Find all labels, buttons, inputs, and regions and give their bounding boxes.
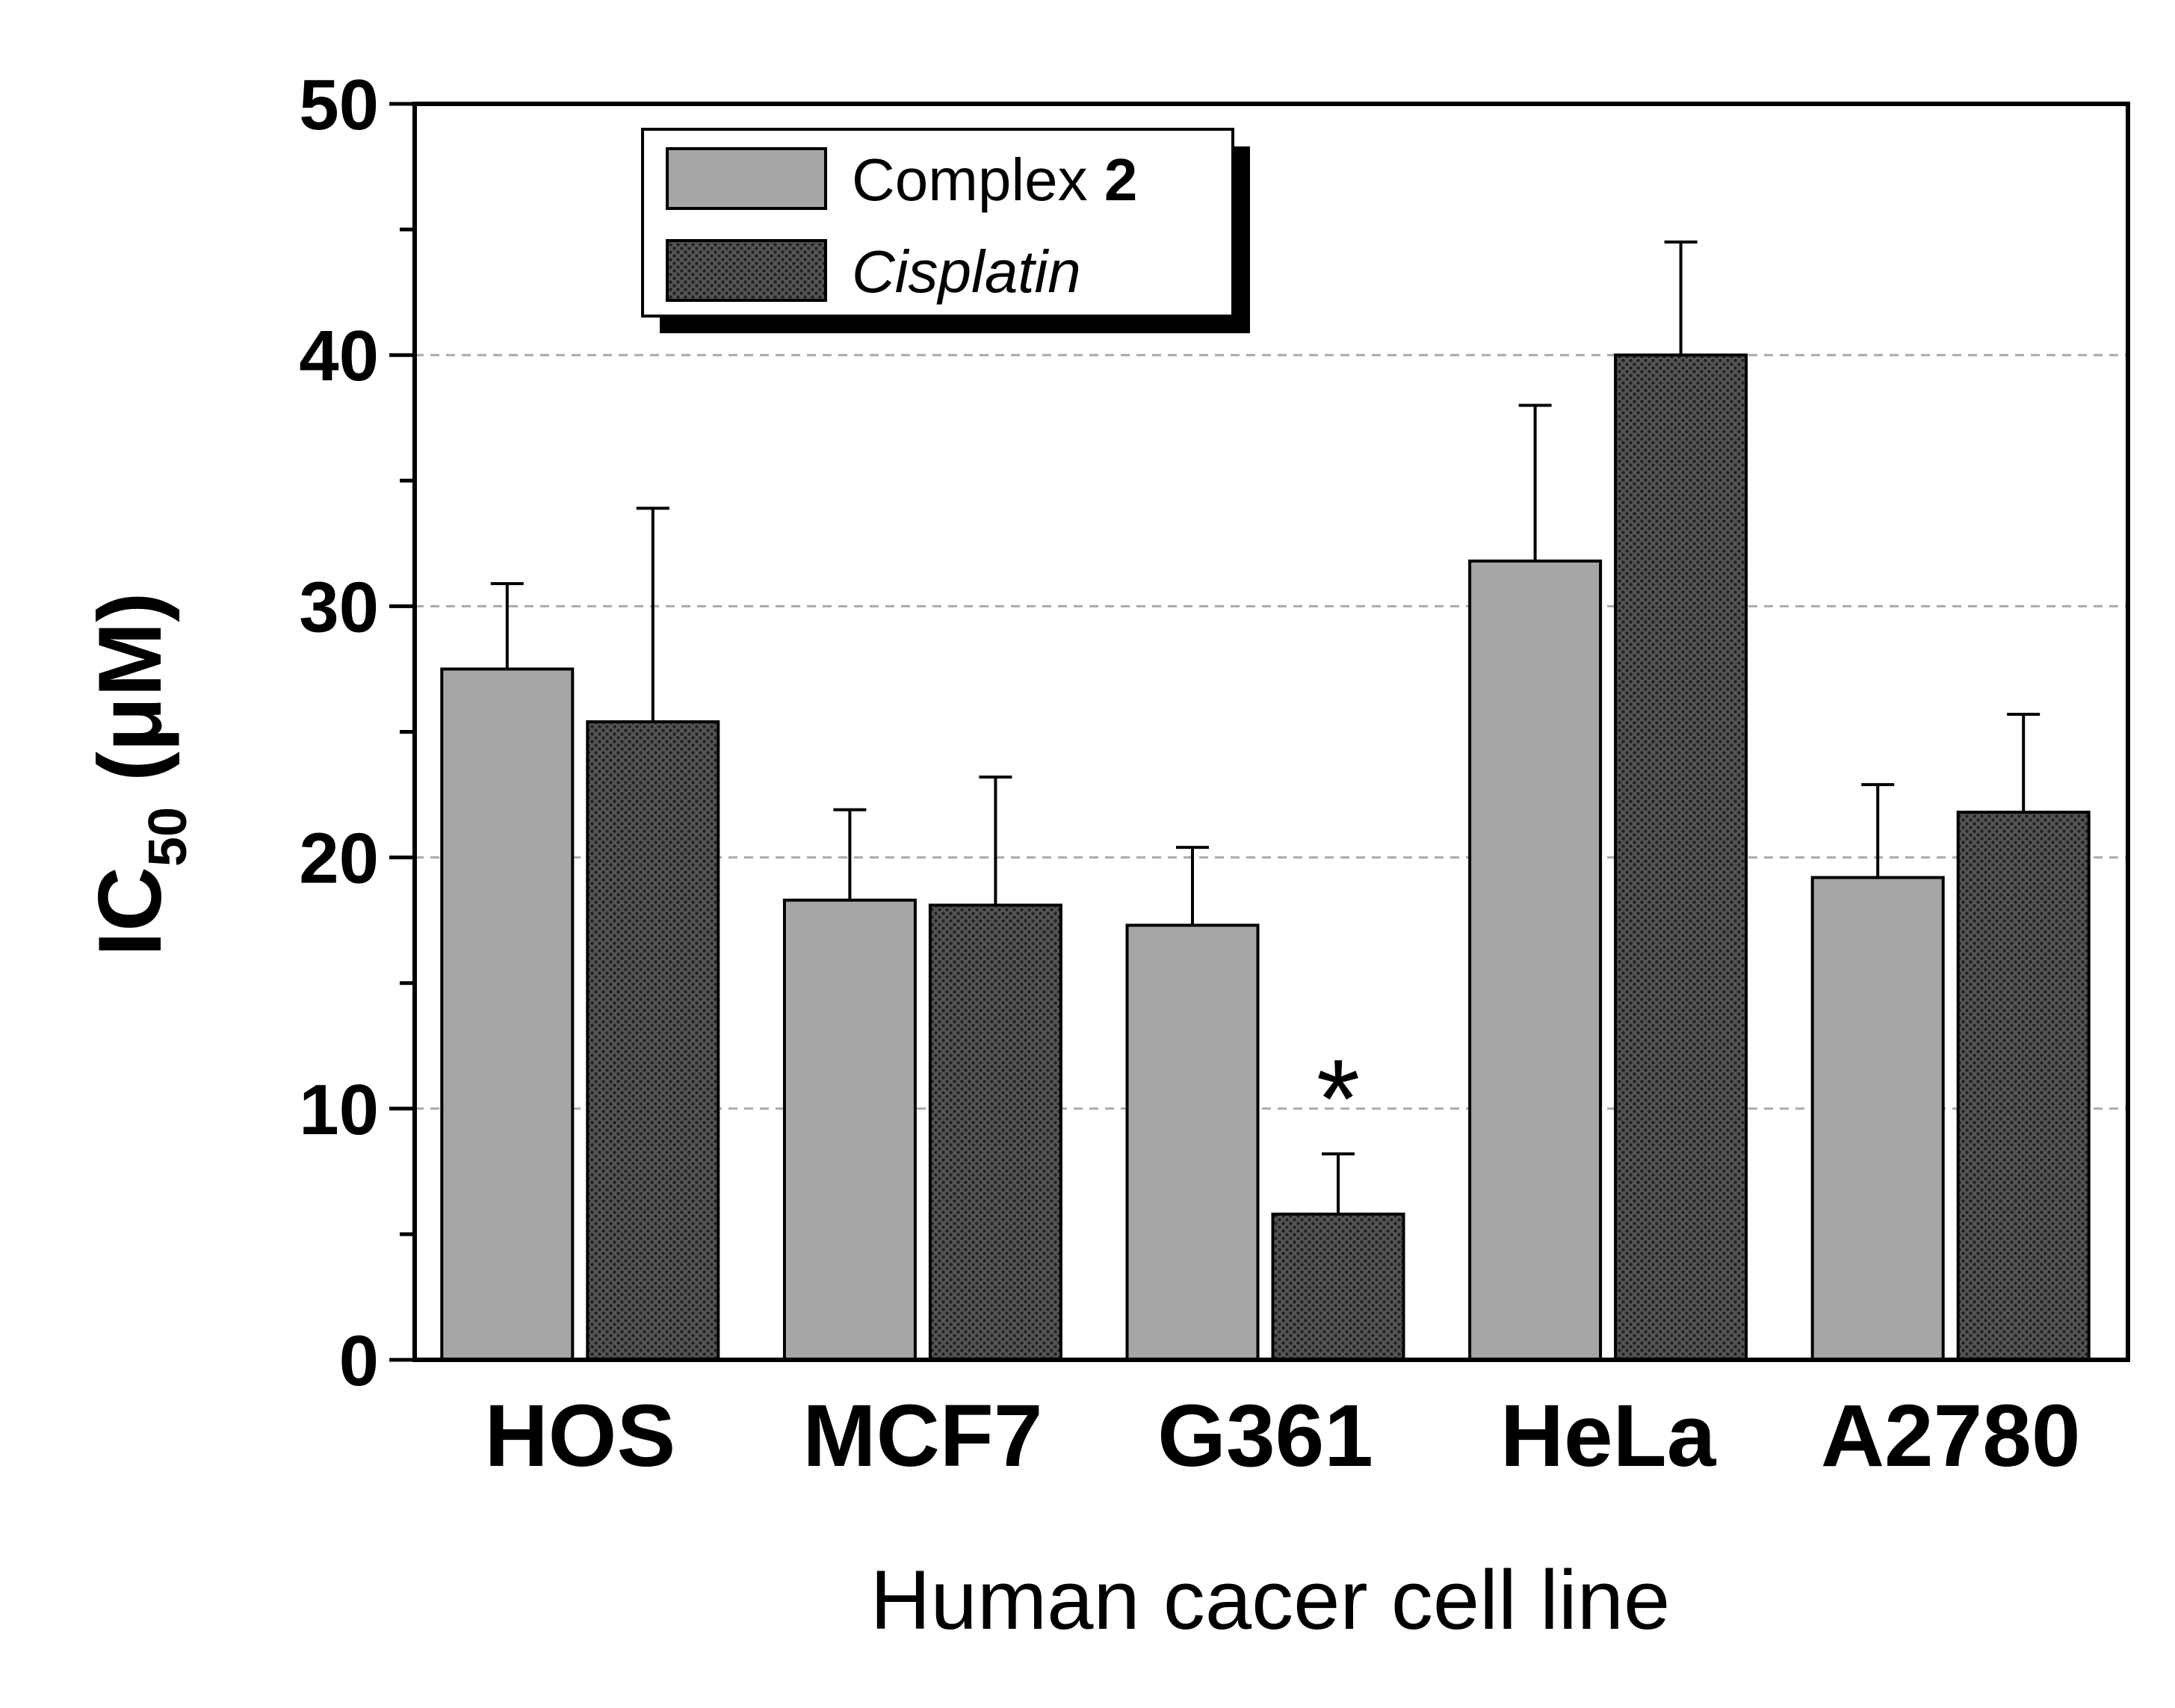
bar-complex-2-hela bbox=[1468, 559, 1603, 1361]
legend: Complex 2 Cisplatin bbox=[641, 128, 1250, 333]
x-tick-label-hos: HOS bbox=[484, 1387, 675, 1485]
bar-complex-2-mcf7 bbox=[782, 898, 917, 1361]
y-axis-ticks: 0 10 20 30 40 50 bbox=[299, 65, 415, 1401]
bar-complex-2-hos bbox=[440, 667, 575, 1361]
y-tick-label-40: 40 bbox=[299, 316, 379, 396]
y-tick-label-20: 20 bbox=[299, 819, 379, 899]
y-tick-label-10: 10 bbox=[299, 1070, 379, 1150]
legend-label-cisplatin: Cisplatin bbox=[852, 238, 1081, 305]
bar-cisplatin-a2780 bbox=[1956, 811, 2091, 1361]
annotations: * bbox=[1317, 1036, 1360, 1161]
legend-label-complex-2: Complex 2 bbox=[852, 146, 1137, 213]
x-tick-label-a2780: A2780 bbox=[1821, 1387, 2081, 1485]
y-tick-label-30: 30 bbox=[299, 567, 379, 647]
legend-swatch-complex-2 bbox=[666, 147, 827, 210]
bar-cisplatin-hos bbox=[586, 720, 720, 1361]
y-tick-label-0: 0 bbox=[339, 1321, 379, 1401]
x-tick-label-mcf7: MCF7 bbox=[802, 1387, 1042, 1485]
bar-cisplatin-hela bbox=[1614, 353, 1748, 1362]
x-axis-category-labels: HOS MCF7 G361 HeLa A2780 bbox=[484, 1387, 2080, 1485]
error-bars bbox=[490, 240, 2041, 1215]
significance-asterisk: * bbox=[1317, 1036, 1360, 1161]
bar-cisplatin-g361 bbox=[1271, 1213, 1405, 1362]
bar-complex-2-g361 bbox=[1125, 923, 1260, 1361]
legend-swatch-cisplatin bbox=[666, 239, 827, 302]
bar-complex-2-a2780 bbox=[1810, 876, 1945, 1361]
bar-cisplatin-mcf7 bbox=[928, 903, 1062, 1361]
y-tick-label-50: 50 bbox=[299, 65, 379, 145]
x-tick-label-hela: HeLa bbox=[1500, 1387, 1717, 1485]
x-tick-label-g361: G361 bbox=[1157, 1387, 1373, 1485]
x-axis-title: Human cacer cell line bbox=[870, 1553, 1671, 1647]
y-axis-title: IC50(μM) bbox=[80, 592, 198, 956]
